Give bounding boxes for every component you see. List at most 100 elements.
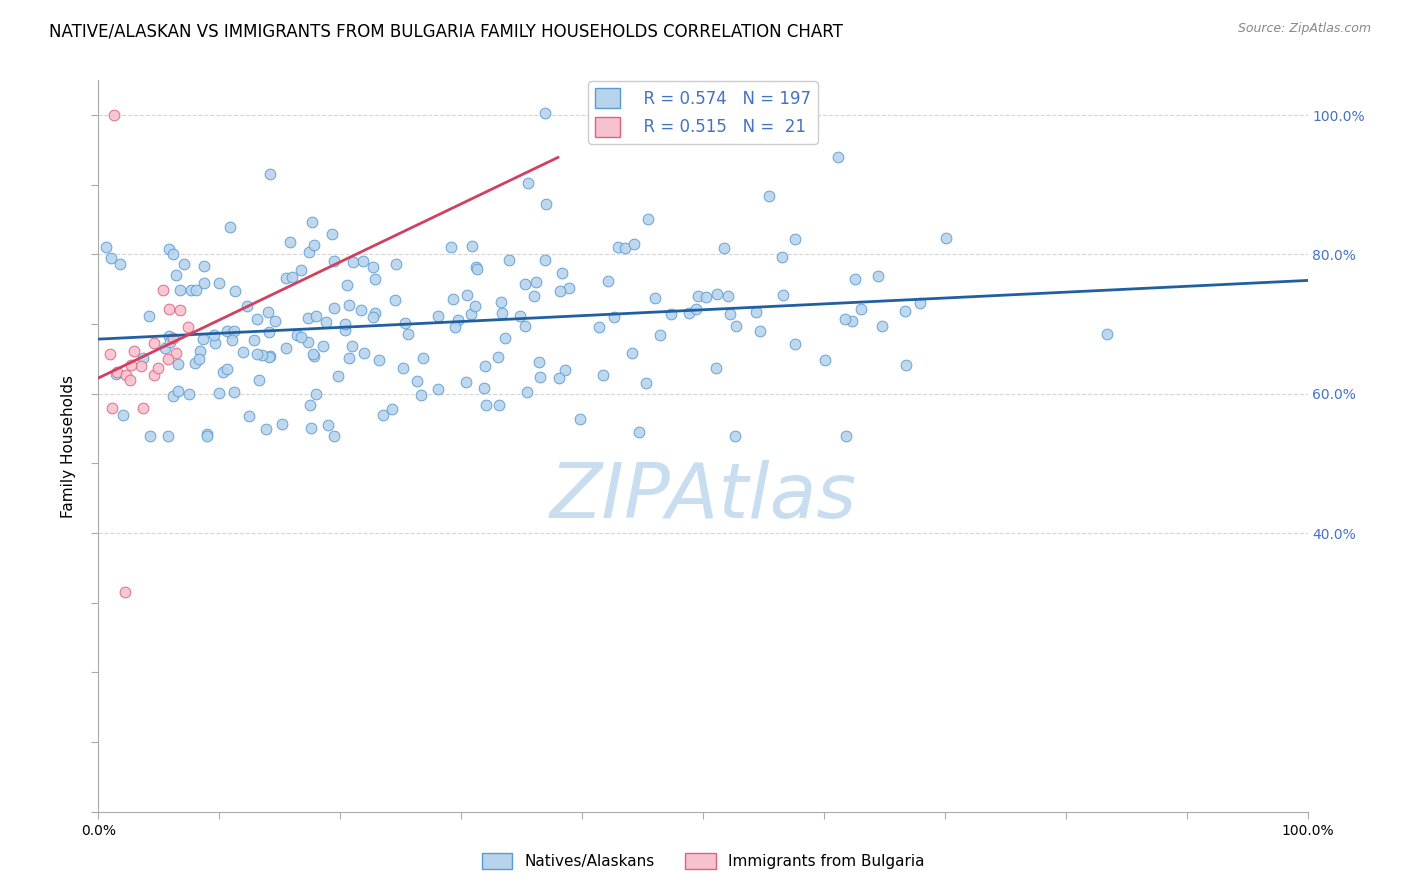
Point xyxy=(169,303,191,318)
Point xyxy=(208,385,231,400)
Point xyxy=(770,250,793,264)
Point xyxy=(340,338,363,352)
Point xyxy=(315,315,337,329)
Point xyxy=(384,293,406,307)
Point xyxy=(513,277,536,292)
Point xyxy=(111,408,134,422)
Point xyxy=(465,262,488,277)
Point xyxy=(353,346,375,360)
Point xyxy=(648,328,671,343)
Point xyxy=(169,283,191,297)
Point xyxy=(509,309,531,323)
Legend:   R = 0.574   N = 197,   R = 0.515   N =  21: R = 0.574 N = 197, R = 0.515 N = 21 xyxy=(588,81,818,144)
Point xyxy=(517,176,540,190)
Point xyxy=(678,306,700,320)
Point xyxy=(257,350,280,364)
Point xyxy=(115,368,138,382)
Point xyxy=(749,324,772,338)
Point xyxy=(361,260,384,274)
Point xyxy=(688,289,710,303)
Point xyxy=(634,376,657,390)
Point xyxy=(221,334,243,348)
Point xyxy=(259,167,281,181)
Point xyxy=(264,314,287,328)
Point xyxy=(193,259,215,273)
Point xyxy=(157,329,180,343)
Point xyxy=(602,310,624,325)
Point xyxy=(105,365,128,379)
Point xyxy=(460,307,482,321)
Point xyxy=(290,330,312,344)
Point xyxy=(108,257,131,271)
Point xyxy=(177,319,200,334)
Point xyxy=(259,349,281,363)
Point xyxy=(215,362,238,376)
Point xyxy=(405,374,427,388)
Point xyxy=(166,357,188,371)
Point xyxy=(132,351,155,365)
Point xyxy=(224,284,246,298)
Point xyxy=(179,386,201,401)
Point xyxy=(221,326,243,340)
Point xyxy=(276,271,298,285)
Point xyxy=(120,359,142,373)
Point xyxy=(246,312,269,326)
Y-axis label: Family Households: Family Households xyxy=(60,375,76,517)
Point xyxy=(167,384,190,399)
Point xyxy=(623,237,645,252)
Point xyxy=(523,289,546,303)
Point xyxy=(195,427,218,442)
Point xyxy=(491,306,513,320)
Point xyxy=(204,336,226,351)
Point xyxy=(350,303,373,318)
Point xyxy=(242,333,264,347)
Point xyxy=(142,336,165,351)
Point xyxy=(304,349,326,363)
Point xyxy=(772,288,794,302)
Point xyxy=(835,428,858,442)
Point xyxy=(299,421,322,435)
Point xyxy=(723,428,745,442)
Point xyxy=(396,326,419,341)
Point xyxy=(785,232,807,246)
Point xyxy=(494,331,516,345)
Point xyxy=(298,398,321,412)
Point xyxy=(157,243,180,257)
Point xyxy=(219,219,242,234)
Point xyxy=(250,349,273,363)
Point xyxy=(188,344,211,359)
Point xyxy=(162,247,184,261)
Point xyxy=(122,343,145,358)
Point xyxy=(301,347,323,361)
Point xyxy=(896,358,918,372)
Point xyxy=(312,339,335,353)
Point xyxy=(551,266,574,280)
Point xyxy=(157,301,180,316)
Point xyxy=(758,189,780,203)
Point xyxy=(101,401,124,415)
Point xyxy=(385,257,408,271)
Point xyxy=(489,294,512,309)
Point xyxy=(208,277,231,291)
Point xyxy=(474,359,496,373)
Point xyxy=(305,386,328,401)
Point xyxy=(188,351,211,366)
Point xyxy=(202,327,225,342)
Point xyxy=(394,316,416,330)
Point xyxy=(342,254,364,268)
Point xyxy=(278,235,301,249)
Point xyxy=(534,253,557,268)
Point xyxy=(98,346,121,360)
Point xyxy=(212,365,235,379)
Point xyxy=(588,319,610,334)
Point xyxy=(138,309,160,323)
Point xyxy=(337,298,360,312)
Point xyxy=(713,240,735,254)
Point xyxy=(193,277,215,291)
Point xyxy=(381,401,404,416)
Point xyxy=(139,428,162,442)
Point xyxy=(474,398,496,412)
Point xyxy=(685,301,707,316)
Point xyxy=(287,327,309,342)
Point xyxy=(851,301,873,316)
